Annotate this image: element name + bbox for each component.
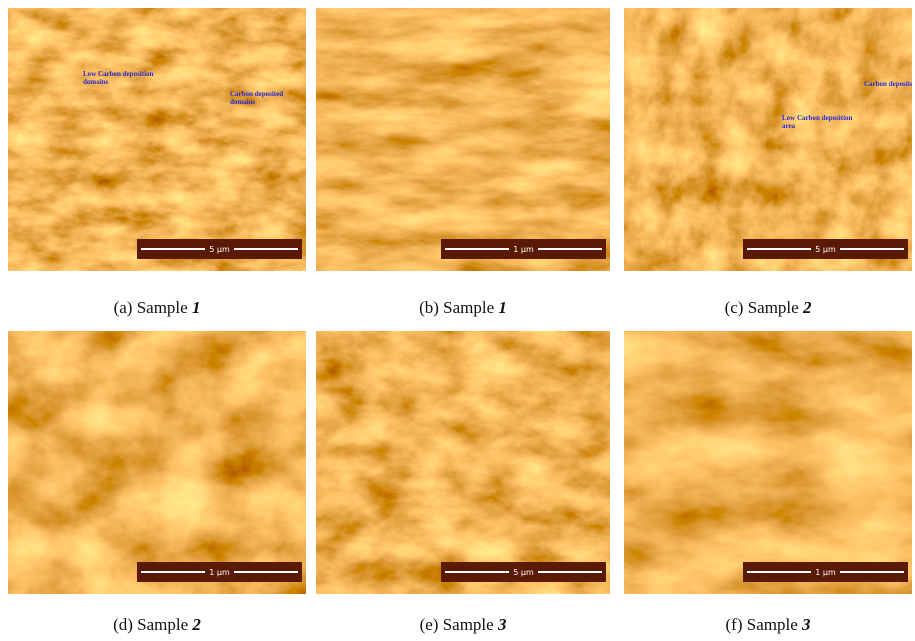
caption-text: Sample: [748, 298, 799, 317]
image: [624, 331, 912, 594]
sample-number: 2: [803, 298, 812, 317]
scale-line: [747, 571, 811, 573]
caption-label: (b): [419, 298, 439, 317]
scale-bar: 5 µm: [441, 562, 606, 582]
caption-text: Sample: [137, 615, 188, 634]
caption-text: Sample: [137, 298, 188, 317]
scale-label: 1 µm: [815, 568, 836, 577]
sample-number: 3: [802, 615, 811, 634]
scale-label: 5 µm: [209, 245, 230, 254]
micrograph: 1 µm: [624, 331, 912, 594]
scale-bar: 1 µm: [137, 562, 302, 582]
caption: (d) Sample 2: [113, 615, 201, 635]
sample-number: 1: [498, 298, 507, 317]
scale-bar: 5 µm: [137, 239, 302, 259]
scale-bar: 5 µm: [743, 239, 908, 259]
scale-line: [445, 248, 509, 250]
micrograph: 5 µm: [316, 331, 610, 594]
caption-label: (a): [114, 298, 133, 317]
scale-line: [840, 248, 904, 250]
scale-bar: 1 µm: [743, 562, 908, 582]
sample-number: 2: [192, 615, 201, 634]
caption-label: (c): [725, 298, 744, 317]
image: [8, 8, 306, 271]
scale-line: [234, 571, 298, 573]
scale-label: 1 µm: [513, 245, 534, 254]
figure: 5 µm Low Carbon deposition domains Carbon …: [0, 0, 915, 641]
scale-bar: 1 µm: [441, 239, 606, 259]
scale-label: 5 µm: [513, 568, 534, 577]
scale-line: [141, 571, 205, 573]
annotation: Low Carbon deposition domains: [83, 70, 158, 86]
caption: (f) Sample 3: [726, 615, 811, 635]
sample-number: 3: [498, 615, 507, 634]
scale-line: [445, 571, 509, 573]
scale-line: [234, 248, 298, 250]
caption: (e) Sample 3: [420, 615, 507, 635]
caption-label: (f): [726, 615, 743, 634]
image: [316, 8, 610, 271]
image: [624, 8, 912, 271]
image: [316, 331, 610, 594]
micrograph: 1 µm: [8, 331, 306, 594]
sample-number: 1: [192, 298, 201, 317]
scale-label: 5 µm: [815, 245, 836, 254]
scale-label: 1 µm: [209, 568, 230, 577]
scale-line: [538, 248, 602, 250]
image: [8, 331, 306, 594]
caption-text: Sample: [747, 615, 798, 634]
micrograph: 5 µm Low Carbon deposition domains Carbon …: [8, 8, 306, 271]
scale-line: [747, 248, 811, 250]
caption: (a) Sample 1: [114, 298, 201, 318]
scale-line: [840, 571, 904, 573]
scale-line: [538, 571, 602, 573]
micrograph: 5 µm Low Carbon deposition area Carbon dep…: [624, 8, 912, 271]
scale-line: [141, 248, 205, 250]
caption-label: (d): [113, 615, 133, 634]
caption-text: Sample: [443, 298, 494, 317]
caption-label: (e): [420, 615, 439, 634]
annotation: Low Carbon deposition area: [782, 114, 857, 130]
caption-text: Sample: [443, 615, 494, 634]
caption: (b) Sample 1: [419, 298, 507, 318]
annotation: Carbon deposited area: [864, 80, 912, 88]
annotation: Carbon deposited domains: [230, 90, 305, 106]
micrograph: 1 µm: [316, 8, 610, 271]
caption: (c) Sample 2: [725, 298, 812, 318]
